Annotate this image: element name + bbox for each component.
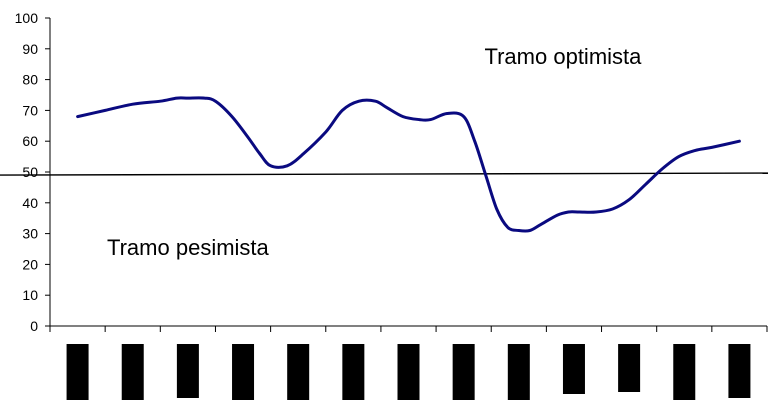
- y-tick-label: 50: [22, 164, 38, 180]
- reference-line: [0, 172, 768, 176]
- x-tick-label-redacted: [121, 344, 144, 400]
- x-tick-label-redacted: [507, 344, 530, 400]
- y-tick-label: 70: [22, 102, 38, 118]
- y-tick-label: 10: [22, 287, 38, 303]
- x-tick-label-redacted: [452, 344, 475, 400]
- series-group: [76, 96, 741, 233]
- y-tick-label: 60: [22, 133, 38, 149]
- x-tick-label-redacted: [618, 344, 641, 392]
- x-axis-redacted-labels: [66, 344, 751, 400]
- y-tick-label: 0: [30, 318, 38, 334]
- x-tick-label-redacted: [176, 344, 199, 398]
- y-tick-label: 90: [22, 41, 38, 57]
- y-tick-label: 20: [22, 256, 38, 272]
- annotations-group: Tramo optimista Tramo pesimista: [107, 44, 642, 260]
- y-tick-label: 100: [15, 10, 39, 26]
- x-tick-label-redacted: [287, 344, 310, 400]
- y-axis-ticks: 0 10 20 30 40 50 60 70 80 90 100: [15, 10, 50, 334]
- y-tick-label: 80: [22, 72, 38, 88]
- x-axis-ticks: [49, 326, 768, 332]
- annotation-optimista: Tramo optimista: [484, 44, 642, 69]
- reference-line-group: [0, 172, 768, 176]
- y-tick-label: 40: [22, 195, 38, 211]
- x-tick-label-redacted: [232, 344, 255, 400]
- x-tick-label-redacted: [397, 344, 420, 400]
- x-tick-label-redacted: [342, 344, 365, 400]
- x-tick-label-redacted: [673, 344, 696, 400]
- x-tick-label-redacted: [562, 344, 585, 394]
- x-tick-label-redacted: [728, 344, 751, 398]
- y-tick-label: 30: [22, 226, 38, 242]
- x-tick-label-redacted: [66, 344, 89, 400]
- series-line: [76, 96, 741, 233]
- annotation-pesimista: Tramo pesimista: [107, 235, 270, 260]
